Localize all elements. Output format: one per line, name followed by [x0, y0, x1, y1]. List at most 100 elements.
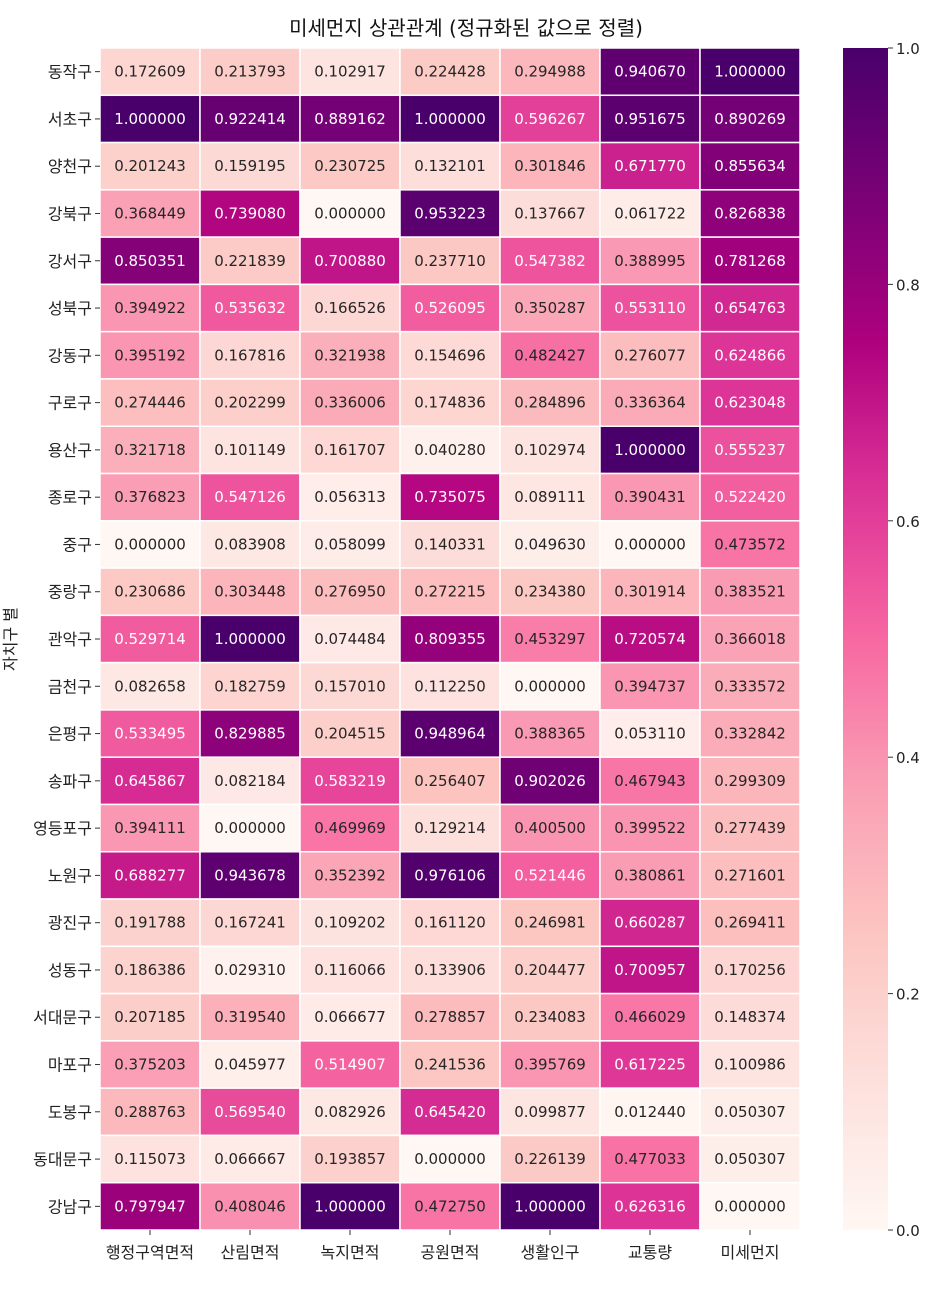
cell-value-label: 0.161707	[314, 441, 386, 459]
cell-value-label: 0.700880	[314, 252, 386, 270]
y-tick-label: 구로구	[48, 394, 92, 413]
cell-value-label: 0.167241	[214, 914, 286, 932]
cell-value-label: 0.477033	[614, 1150, 686, 1168]
cell-value-label: 0.272215	[414, 583, 486, 601]
cell-value-label: 0.889162	[314, 110, 386, 128]
cell-value-label: 0.056313	[314, 488, 386, 506]
heatmap-cell	[99, 236, 201, 286]
cell-value-label: 0.058099	[314, 535, 386, 553]
cell-value-label: 0.332842	[714, 725, 786, 743]
cell-value-label: 0.735075	[414, 488, 486, 506]
y-tick-label: 용산구	[48, 441, 92, 460]
cell-value-label: 0.596267	[514, 110, 586, 128]
heatmap-cell	[199, 851, 301, 900]
cell-value-label: 0.040280	[414, 441, 486, 459]
heatmap-cell	[199, 614, 301, 664]
cell-value-label: 0.350287	[514, 299, 586, 317]
y-tick-label: 은평구	[48, 725, 92, 744]
heatmap-cell	[199, 898, 301, 948]
cell-value-label: 0.161120	[414, 914, 486, 932]
cell-value-label: 0.826838	[714, 204, 786, 222]
heatmap-cell	[499, 94, 601, 144]
cell-value-label: 0.366018	[714, 630, 786, 648]
cell-value-label: 0.074484	[314, 630, 386, 648]
cell-value-label: 0.383521	[714, 583, 786, 601]
cell-value-label: 0.276950	[314, 583, 386, 601]
cell-value-label: 0.083908	[214, 535, 286, 553]
cell-value-label: 0.133906	[414, 961, 486, 979]
cell-value-label: 0.230686	[114, 583, 186, 601]
cell-value-label: 0.137667	[514, 204, 586, 222]
cell-value-label: 0.922414	[214, 110, 286, 128]
heatmap-cell	[699, 661, 801, 711]
heatmap-cell	[99, 378, 201, 427]
cell-value-label: 0.269411	[714, 914, 786, 932]
cell-value-label: 0.000000	[414, 1150, 486, 1168]
heatmap-cell	[199, 94, 301, 144]
cell-value-label: 0.234380	[514, 583, 586, 601]
heatmap-cell	[99, 141, 201, 191]
cell-value-label: 0.809355	[414, 630, 486, 648]
heatmap-cell	[699, 425, 801, 475]
cell-value-label: 0.157010	[314, 677, 386, 695]
heatmap-cell	[599, 330, 701, 380]
cell-value-label: 0.207185	[114, 1008, 186, 1026]
cell-value-label: 0.388995	[614, 252, 686, 270]
heatmap-cell	[99, 189, 201, 238]
cell-value-label: 0.271601	[714, 866, 786, 884]
cell-value-label: 0.050307	[714, 1103, 786, 1121]
cell-value-label: 0.000000	[214, 819, 286, 837]
heatmap-cell	[299, 1040, 401, 1089]
cell-value-label: 0.553110	[614, 299, 686, 317]
cell-value-label: 0.045977	[214, 1056, 286, 1074]
x-tick-label: 미세먼지	[721, 1243, 780, 1262]
heatmap-cell	[199, 330, 301, 380]
heatmap-cell	[499, 141, 601, 191]
cell-value-label: 0.388365	[514, 725, 586, 743]
cell-value-label: 0.626316	[614, 1197, 686, 1215]
heatmap-cell	[699, 803, 801, 853]
heatmap-cell	[399, 425, 501, 475]
colorbar-tick-label: 0.0	[896, 1222, 920, 1240]
heatmap-cell	[99, 661, 201, 711]
heatmap-cell	[99, 47, 201, 97]
cell-value-label: 0.112250	[414, 677, 486, 695]
heatmap-cell	[199, 472, 301, 522]
cell-value-label: 0.301914	[614, 583, 686, 601]
cell-value-label: 0.201243	[114, 157, 186, 175]
cell-value-label: 0.154696	[414, 346, 486, 364]
cell-value-label: 0.066677	[314, 1008, 386, 1026]
heatmap-cell	[699, 520, 801, 569]
cell-value-label: 0.976106	[414, 866, 486, 884]
cell-value-label: 0.797947	[114, 1197, 186, 1215]
y-tick-label: 도봉구	[48, 1103, 92, 1122]
cell-value-label: 0.333572	[714, 677, 786, 695]
cell-value-label: 0.408046	[214, 1197, 286, 1215]
heatmap-cell	[599, 1087, 701, 1137]
x-tick-label: 녹지면적	[321, 1243, 380, 1262]
heatmap-cell	[399, 851, 501, 900]
heatmap-cell	[199, 378, 301, 427]
heatmap-cell	[299, 47, 401, 97]
cell-value-label: 0.535632	[214, 299, 286, 317]
heatmap-cell	[499, 709, 601, 758]
heatmap-cell	[499, 614, 601, 664]
y-tick-label: 성동구	[48, 961, 92, 980]
cell-value-label: 0.174836	[414, 394, 486, 412]
heatmap-cell	[699, 614, 801, 664]
heatmap-cell	[99, 567, 201, 617]
colorbar-tick-label: 0.4	[896, 749, 920, 767]
heatmap-cell	[299, 803, 401, 853]
cell-value-label: 0.394737	[614, 677, 686, 695]
cell-value-label: 0.276077	[614, 346, 686, 364]
heatmap-cell	[699, 1134, 801, 1184]
cell-value-label: 0.246981	[514, 914, 586, 932]
colorbar-tick-label: 1.0	[896, 40, 920, 58]
cell-value-label: 0.660287	[614, 914, 686, 932]
cell-value-label: 0.940670	[614, 63, 686, 81]
cell-value-label: 0.645420	[414, 1103, 486, 1121]
y-axis-label: 자치구 별	[1, 607, 20, 671]
heatmap-cell	[499, 1087, 601, 1137]
cell-value-label: 0.053110	[614, 725, 686, 743]
cell-value-label: 1.000000	[514, 1197, 586, 1215]
